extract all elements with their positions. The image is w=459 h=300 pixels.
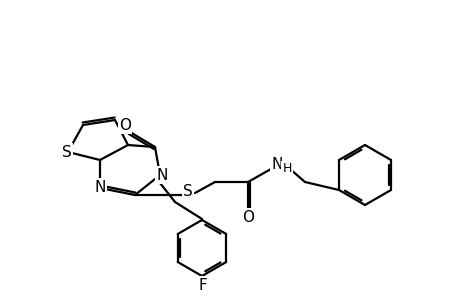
Text: S: S xyxy=(62,145,72,160)
Text: O: O xyxy=(241,209,253,224)
Text: N: N xyxy=(271,157,282,172)
Text: S: S xyxy=(183,184,192,200)
Text: H: H xyxy=(282,161,291,175)
Text: O: O xyxy=(119,118,131,133)
Text: N: N xyxy=(94,179,106,194)
Text: F: F xyxy=(198,278,207,292)
Text: N: N xyxy=(156,167,168,182)
